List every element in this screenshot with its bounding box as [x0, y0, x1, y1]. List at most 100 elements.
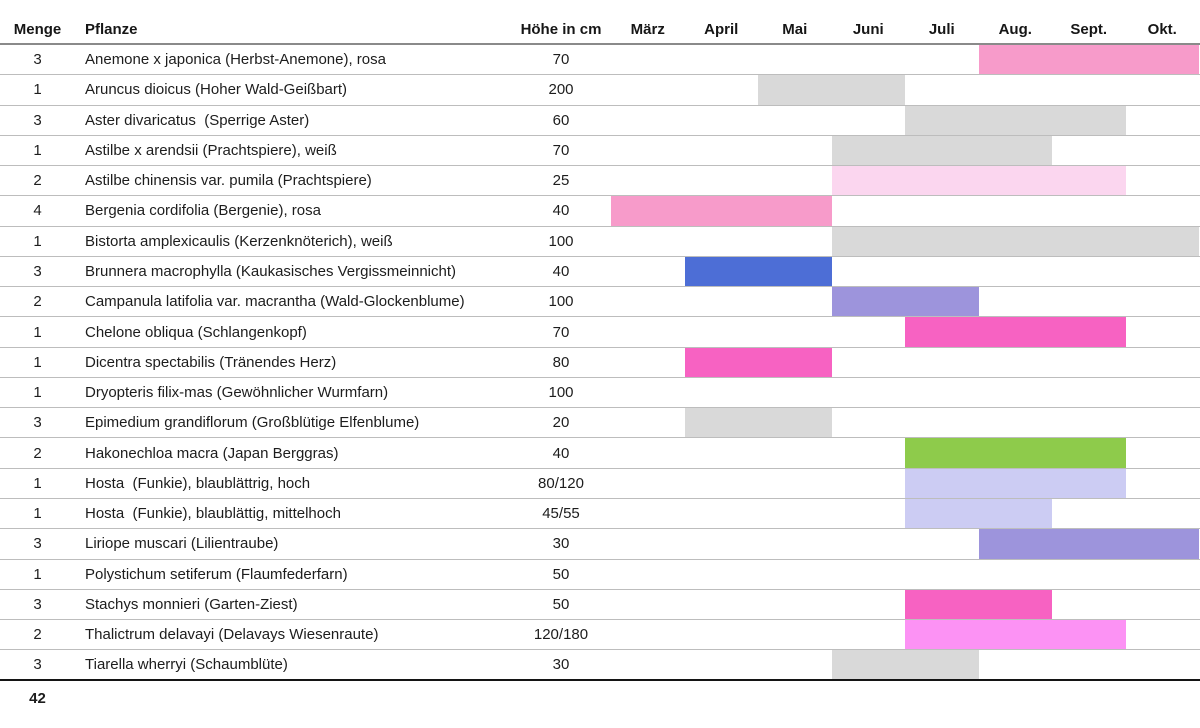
hoehe-cell: 20 — [552, 414, 570, 432]
hoehe-cell: 40 — [552, 202, 570, 220]
pflanze-cell: Aruncus dioicus (Hoher Wald-Geißbart) — [85, 81, 348, 99]
hoehe-cell: 100 — [548, 232, 574, 250]
chart-cell — [611, 378, 1199, 407]
month-header-april: April — [704, 21, 739, 38]
pflanze-cell: Hakonechloa macra (Japan Berggras) — [85, 444, 339, 462]
bloom-bar — [758, 75, 905, 105]
table-row: 4 Bergenia cordifolia (Bergenie), rosa 4… — [0, 196, 1200, 227]
month-header-okt: Okt. — [1147, 21, 1177, 38]
table-row: 3 Brunnera macrophylla (Kaukasisches Ver… — [0, 256, 1200, 288]
pflanze-cell: Dryopteris filix-mas (Gewöhnlicher Wurmf… — [85, 384, 389, 402]
bloom-bar — [684, 347, 832, 377]
menge-cell: 1 — [33, 384, 42, 402]
hoehe-cell: 50 — [552, 565, 570, 583]
pflanze-cell: Brunnera macrophylla (Kaukasisches Vergi… — [85, 262, 457, 280]
month-header-sept: Sept. — [1070, 21, 1108, 38]
bloom-bar — [905, 589, 1052, 620]
chart-cell — [611, 589, 1199, 620]
chart-cell — [611, 75, 1199, 105]
table-row: 2 Campanula latifolia var. macrantha (Wa… — [0, 287, 1200, 318]
pflanze-cell: Dicentra spectabilis (Tränendes Herz) — [85, 353, 337, 371]
menge-cell: 3 — [33, 262, 42, 280]
menge-cell: 1 — [33, 232, 42, 250]
hoehe-cell: 25 — [552, 172, 570, 190]
table-row: 1 Dicentra spectabilis (Tränendes Herz) … — [0, 347, 1200, 378]
pflanze-cell: Epimedium grandiflorum (Großblütige Elfe… — [85, 414, 420, 432]
bloom-bar — [978, 45, 1199, 75]
hoehe-cell: 60 — [552, 111, 570, 129]
bloom-bar — [905, 620, 1126, 650]
bloom-bar — [611, 196, 832, 226]
table-footer: 42 — [0, 681, 1200, 707]
pflanze-cell: Stachys monnieri (Garten-Ziest) — [85, 595, 298, 613]
total-menge: 42 — [29, 689, 46, 707]
table-row: 3 Epimedium grandiflorum (Großblütige El… — [0, 408, 1200, 439]
hoehe-cell: 70 — [552, 51, 570, 69]
pflanze-cell: Anemone x japonica (Herbst-Anemone), ros… — [85, 51, 386, 69]
menge-cell: 1 — [33, 81, 42, 99]
hoehe-cell: 70 — [552, 141, 570, 159]
table-row: 1 Polystichum setiferum (Flaumfederfarn)… — [0, 560, 1200, 590]
hoehe-column-header: Höhe in cm — [520, 21, 602, 38]
pflanze-cell: Astilbe x arendsii (Prachtspiere), weiß — [85, 141, 337, 159]
pflanze-cell: Tiarella wherryi (Schaumblüte) — [85, 655, 288, 673]
chart-cell — [611, 105, 1199, 135]
bloom-bar — [831, 166, 1126, 196]
plant-bloom-table: Menge Pflanze Höhe in cm März April Mai Jun… — [0, 10, 1200, 707]
chart-cell — [611, 135, 1199, 166]
chart-cell — [611, 560, 1199, 589]
month-header-juni: Juni — [852, 21, 884, 38]
bloom-bar — [684, 256, 832, 287]
table-row: 1 Chelone obliqua (Schlangenkopf) 70 — [0, 317, 1200, 348]
menge-cell: 2 — [33, 444, 42, 462]
menge-cell: 2 — [33, 293, 42, 311]
table-row: 3 Liriope muscari (Lilientraube) 30 — [0, 529, 1200, 560]
pflanze-cell: Hosta (Funkie), blaublättig, mittelhoch — [85, 505, 341, 523]
menge-cell: 2 — [33, 172, 42, 190]
menge-cell: 1 — [33, 565, 42, 583]
menge-cell: 3 — [33, 535, 42, 553]
chart-cell — [611, 287, 1199, 317]
bloom-bar — [905, 105, 1126, 135]
chart-cell — [611, 226, 1199, 256]
bloom-bar — [831, 287, 979, 317]
month-header-juli: Juli — [928, 21, 955, 38]
hoehe-cell: 40 — [552, 444, 570, 462]
hoehe-cell: 80 — [552, 353, 570, 371]
table-row: 1 Bistorta amplexicaulis (Kerzenknöteric… — [0, 226, 1200, 257]
menge-cell: 3 — [33, 655, 42, 673]
chart-cell — [611, 498, 1199, 529]
menge-cell: 2 — [33, 626, 42, 644]
table-row: 3 Anemone x japonica (Herbst-Anemone), r… — [0, 45, 1200, 76]
hoehe-cell: 50 — [552, 595, 570, 613]
pflanze-cell: Liriope muscari (Lilientraube) — [85, 535, 279, 553]
menge-cell: 3 — [33, 595, 42, 613]
chart-cell — [611, 347, 1199, 377]
hoehe-cell: 120/180 — [533, 626, 589, 644]
chart-cell — [611, 317, 1199, 347]
bloom-bar — [905, 438, 1126, 468]
month-header-mai: Mai — [782, 21, 808, 38]
hoehe-cell: 80/120 — [538, 474, 584, 492]
pflanze-cell: Thalictrum delavayi (Delavays Wiesenraut… — [85, 626, 379, 644]
chart-cell — [611, 468, 1199, 498]
chart-cell — [611, 166, 1199, 196]
pflanze-cell: Bergenia cordifolia (Bergenie), rosa — [85, 202, 321, 220]
bloom-bar — [831, 650, 979, 679]
table-row: 1 Dryopteris filix-mas (Gewöhnlicher Wur… — [0, 378, 1200, 409]
bloom-bar — [684, 408, 832, 438]
pflanze-cell: Campanula latifolia var. macrantha (Wald… — [85, 293, 465, 311]
menge-cell: 1 — [33, 141, 42, 159]
menge-cell: 3 — [33, 111, 42, 129]
hoehe-cell: 30 — [552, 535, 570, 553]
pflanze-cell: Bistorta amplexicaulis (Kerzenknöterich)… — [85, 232, 393, 250]
table-row: 1 Hosta (Funkie), blaublättig, mittelhoc… — [0, 498, 1200, 530]
menge-cell: 1 — [33, 474, 42, 492]
table-row: 2 Hakonechloa macra (Japan Berggras) 40 — [0, 438, 1200, 469]
menge-cell: 3 — [33, 51, 42, 69]
table-row: 1 Hosta (Funkie), blaublättrig, hoch 80/… — [0, 468, 1200, 499]
table-header-row: Menge Pflanze Höhe in cm März April Mai Jun… — [0, 10, 1200, 45]
table-row: 1 Astilbe x arendsii (Prachtspiere), wei… — [0, 135, 1200, 167]
chart-cell — [611, 620, 1199, 650]
bloom-bar — [831, 226, 1199, 256]
